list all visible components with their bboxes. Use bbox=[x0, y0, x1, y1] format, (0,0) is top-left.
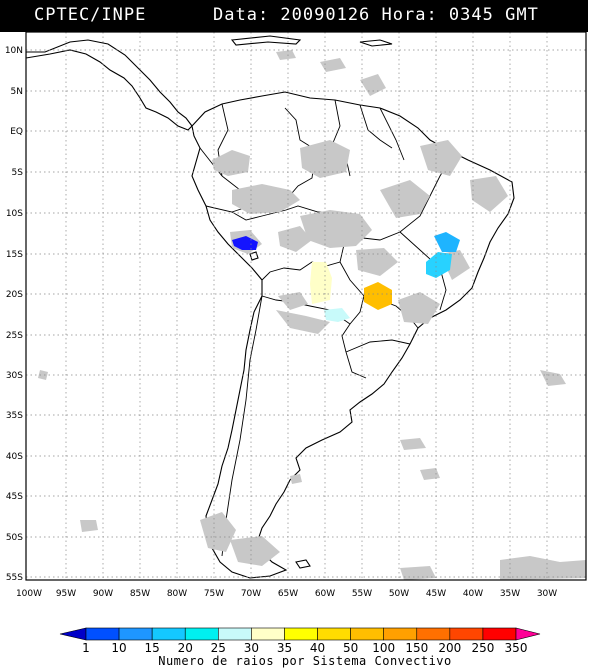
lon-label: 70W bbox=[241, 589, 261, 599]
lat-label: 15S bbox=[6, 250, 23, 260]
map-panel: 10N 5N EQ 5S 10S 15S 20S 25S 30S 35S 40S… bbox=[0, 31, 588, 590]
lon-label: 50W bbox=[389, 589, 409, 599]
lat-label: 5S bbox=[12, 168, 24, 178]
legend-swatch bbox=[251, 627, 285, 641]
cloud-cover bbox=[38, 50, 586, 580]
lat-label: 55S bbox=[6, 573, 23, 583]
legend-tick-label: 25 bbox=[211, 641, 226, 654]
legend-swatch bbox=[118, 627, 153, 641]
legend-swatch bbox=[184, 627, 219, 641]
south-america-map: 10N 5N EQ 5S 10S 15S 20S 25S 30S 35S 40S… bbox=[5, 31, 587, 583]
legend-swatch bbox=[416, 627, 451, 641]
legend-tick-label: 350 bbox=[505, 641, 528, 654]
title-bar: CPTEC/INPE Data: 20090126 Hora: 0345 GMT bbox=[0, 0, 588, 32]
lat-label: 35S bbox=[6, 411, 23, 421]
lon-label: 45W bbox=[426, 589, 446, 599]
legend-tick-label: 35 bbox=[277, 641, 292, 654]
longitude-labels: 100W 95W 90W 85W 80W 75W 70W 65W 60W 55W… bbox=[16, 589, 557, 599]
legend-tick-label: 40 bbox=[310, 641, 325, 654]
legend-tick-label: 250 bbox=[471, 641, 494, 654]
legend-swatch-0 bbox=[59, 627, 87, 641]
legend-swatch bbox=[449, 627, 484, 641]
lightning-chaco bbox=[310, 262, 332, 304]
latitude-labels: 10N 5N EQ 5S 10S 15S 20S 25S 30S 35S 40S… bbox=[5, 46, 23, 583]
lightning-bolivia-peru bbox=[232, 236, 258, 250]
lon-label: 35W bbox=[500, 589, 520, 599]
lat-label: 30S bbox=[6, 371, 23, 381]
lat-label: 20S bbox=[6, 290, 23, 300]
lat-label: 50S bbox=[6, 533, 23, 543]
legend-tick-label: 1 bbox=[82, 641, 90, 654]
lat-label: 40S bbox=[6, 452, 23, 462]
lightning-minas-gerais bbox=[426, 252, 452, 278]
lon-label: 90W bbox=[93, 589, 113, 599]
legend-caption: Numero de raios por Sistema Convectivo bbox=[158, 654, 452, 668]
lon-label: 75W bbox=[204, 589, 224, 599]
color-legend: 1 10 15 20 25 30 35 40 50 100 150 200 250 350 bbox=[59, 627, 541, 654]
lon-label: 60W bbox=[315, 589, 335, 599]
lat-label: 5N bbox=[11, 87, 23, 97]
lon-label: 100W bbox=[16, 589, 42, 599]
legend-tick-label: 30 bbox=[244, 641, 259, 654]
lightning-mato-grosso-do-sul bbox=[364, 282, 392, 310]
legend-tick-label: 150 bbox=[405, 641, 428, 654]
legend-tick-label: 50 bbox=[343, 641, 358, 654]
legend-swatches bbox=[85, 627, 517, 641]
graticule bbox=[26, 32, 586, 580]
legend-swatch bbox=[85, 627, 120, 641]
legend-tick-label: 20 bbox=[178, 641, 193, 654]
legend-swatch bbox=[218, 627, 252, 641]
lon-label: 30W bbox=[537, 589, 557, 599]
legend-swatch bbox=[317, 627, 351, 641]
lightning-systems bbox=[232, 232, 460, 322]
lat-label: 25S bbox=[6, 331, 23, 341]
legend-swatch bbox=[383, 627, 418, 641]
map-border bbox=[25, 31, 587, 581]
lightning-bahia bbox=[434, 232, 460, 252]
lon-label: 65W bbox=[278, 589, 298, 599]
agency-label: CPTEC/INPE bbox=[34, 5, 147, 25]
lon-label: 80W bbox=[167, 589, 187, 599]
legend-swatch bbox=[284, 627, 318, 641]
lon-label: 40W bbox=[463, 589, 483, 599]
lon-label: 85W bbox=[130, 589, 150, 599]
lat-label: 45S bbox=[6, 492, 23, 502]
legend-tick-labels: 1 10 15 20 25 30 35 40 50 100 150 200 250 350 bbox=[82, 641, 527, 654]
lon-label: 95W bbox=[56, 589, 76, 599]
legend-swatch bbox=[151, 627, 186, 641]
legend-swatch bbox=[482, 627, 517, 641]
lon-label: 55W bbox=[352, 589, 372, 599]
legend-tick-label: 15 bbox=[145, 641, 160, 654]
legend-swatch-last bbox=[515, 627, 541, 641]
legend-tick-label: 200 bbox=[438, 641, 461, 654]
legend-tick-label: 10 bbox=[111, 641, 126, 654]
legend-tick-label: 100 bbox=[372, 641, 395, 654]
lat-label: 10S bbox=[6, 209, 23, 219]
lightning-paraguay bbox=[324, 308, 350, 322]
lat-label: 10N bbox=[5, 46, 23, 56]
datetime-label: Data: 20090126 Hora: 0345 GMT bbox=[213, 5, 539, 25]
lat-label: EQ bbox=[10, 127, 23, 137]
legend-swatch bbox=[350, 627, 384, 641]
